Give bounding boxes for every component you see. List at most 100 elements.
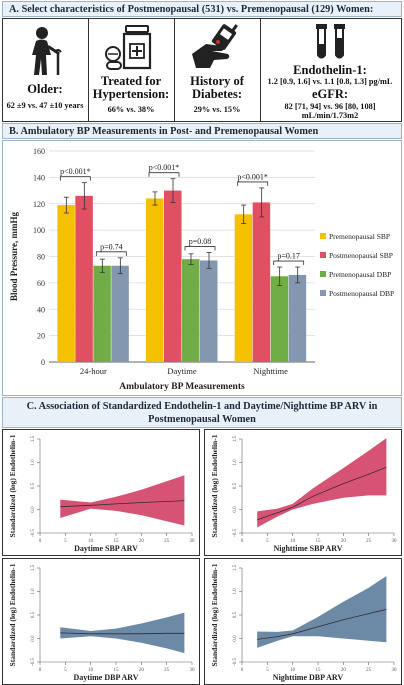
- x-axis-label: Nighttime DBP ARV: [273, 673, 344, 682]
- bar: [75, 195, 93, 362]
- legend-swatch: [320, 233, 326, 239]
- legend-swatch: [320, 252, 326, 258]
- diabetes-detail: 29% vs. 15%: [193, 105, 241, 114]
- x-axis-label: Daytime DBP ARV: [73, 673, 138, 682]
- bar: [164, 190, 182, 362]
- y-tick-label: 0.0: [233, 635, 238, 642]
- x-tick-label: 5: [64, 668, 67, 673]
- hypertension-heading-line2: Hypertension:: [92, 87, 170, 101]
- x-axis-label: Daytime SBP ARV: [74, 544, 138, 553]
- confidence-band: [60, 612, 185, 654]
- y-tick-label: 0.0: [31, 635, 36, 642]
- x-tick-label: 15: [114, 668, 120, 673]
- legend-swatch: [320, 290, 326, 296]
- x-tick-label: 25: [164, 539, 170, 544]
- bar: [252, 202, 271, 362]
- confidence-band: [257, 576, 387, 648]
- significance-bracket: [273, 260, 305, 266]
- x-tick-label: 5: [266, 668, 269, 673]
- endothelin-detail: 1.2 [0.9, 1.6] vs. 1.1 [0.8, 1.3] pg/mL: [267, 77, 393, 86]
- x-tick-label: 0: [241, 668, 244, 673]
- x-tick-label: Daytime: [167, 366, 196, 376]
- egfr-detail-line2: mL/min/1.73m2: [301, 111, 359, 120]
- medication-icon: [105, 25, 152, 70]
- x-tick-label: 0: [241, 539, 244, 544]
- age-cell: Older: 62 ±9 vs. 47 ±10 years: [3, 19, 89, 121]
- y-tick-label: -0.5: [233, 658, 238, 666]
- y-tick-label: 0: [41, 358, 45, 367]
- bar: [57, 205, 75, 362]
- y-tick-label: 0.5: [31, 482, 36, 489]
- x-tick-label: 30: [392, 668, 398, 673]
- section-c-title-line1: C. Association of Standardized Endotheli…: [26, 401, 378, 412]
- diabetes-cell: History of Diabetes: 29% vs. 15%: [175, 19, 261, 121]
- hypertension-heading-line1: Treated for: [100, 74, 162, 88]
- x-tick-label: 25: [164, 668, 170, 673]
- y-tick-label: 1.5: [31, 564, 36, 571]
- x-tick-label: 20: [139, 539, 145, 544]
- bar: [93, 265, 111, 362]
- fit-line: [257, 466, 387, 521]
- x-tick-label: 15: [316, 668, 322, 673]
- confidence-band: [60, 475, 185, 526]
- arv-plot-panel: -0.5 0.0 0.5 1.0 1.5 0 5 10 15 20 25 30 Standardized…: [204, 429, 402, 556]
- p-value-label: p<0.001*: [60, 167, 91, 176]
- characteristics-panel: Older: 62 ±9 vs. 47 ±10 years Treated fo…: [2, 18, 402, 122]
- x-tick-label: 15: [114, 539, 120, 544]
- y-tick-label: 0.0: [233, 506, 238, 513]
- bar: [270, 276, 289, 362]
- arv-panels: -0.5 0.0 0.5 1.0 1.5 0 5 10 15 20 25 30 Standardized…: [2, 429, 402, 685]
- significance-bracket: [148, 172, 180, 177]
- y-tick-label: 0.0: [31, 506, 36, 513]
- x-tick-label: 5: [266, 539, 269, 544]
- egfr-detail-line1: 82 [71, 94] vs. 96 [80, 108]: [284, 102, 376, 111]
- bp-bar-chart: 0 20 40 60 80 100 120 140 160 24-hour p<0.001* p=0.…: [9, 147, 394, 392]
- bar: [200, 260, 218, 362]
- p-value-label: p<0.001*: [237, 172, 268, 181]
- legend-label: Premenopausal SBP: [329, 232, 390, 241]
- section-c-title: C. Association of Standardized Endotheli…: [2, 397, 402, 428]
- x-tick-label: 10: [290, 668, 296, 673]
- y-axis-label: Standardized (log) Endothelin-1: [8, 434, 17, 537]
- bar: [288, 274, 307, 362]
- age-heading: Older:: [27, 82, 63, 96]
- y-tick-label: 120: [33, 200, 45, 209]
- y-tick-label: 60: [37, 279, 45, 288]
- fit-line: [60, 500, 185, 508]
- y-tick-label: -0.5: [31, 529, 36, 537]
- x-tick-label: 10: [88, 668, 94, 673]
- significance-bracket: [184, 246, 216, 251]
- arv-plot-panel: -0.5 0.0 0.5 1.0 1.5 0 5 10 15 20 25 30 Standardized…: [2, 558, 200, 685]
- y-tick-label: 1.5: [233, 435, 238, 442]
- fit-line: [257, 609, 387, 640]
- legend-label: Postmenopausal DBP: [329, 289, 394, 298]
- y-tick-label: 20: [37, 332, 45, 341]
- x-tick-label: 15: [316, 539, 322, 544]
- x-tick-label: 30: [392, 539, 398, 544]
- y-axis-label: Blood Pressure, mmHg: [9, 212, 19, 301]
- section-b-title: B. Ambulatory BP Measurements in Post- a…: [2, 123, 402, 139]
- hypertension-detail: 66% vs. 38%: [107, 105, 155, 114]
- y-tick-label: 140: [33, 173, 45, 182]
- diabetes-heading-line2: Diabetes:: [192, 87, 242, 101]
- y-tick-label: 160: [33, 147, 45, 156]
- x-axis-label: Ambulatory BP Measurements: [119, 382, 245, 392]
- x-tick-label: 20: [341, 668, 347, 673]
- significance-bracket: [59, 176, 91, 181]
- y-tick-label: 0.5: [233, 611, 238, 618]
- x-tick-label: 5: [64, 539, 67, 544]
- legend-label: Postmenopausal SBP: [329, 251, 393, 260]
- x-axis-label: Nighttime SBP ARV: [273, 544, 342, 553]
- labs-cell: Endothelin-1: 1.2 [0.9, 1.6] vs. 1.1 [0.…: [261, 19, 401, 121]
- y-tick-label: 1.0: [31, 588, 36, 595]
- y-tick-label: 80: [37, 253, 45, 262]
- y-axis-label: Standardized (log) Endothelin-1: [210, 563, 219, 666]
- x-tick-label: 25: [366, 539, 372, 544]
- y-tick-label: 0.5: [31, 611, 36, 618]
- y-tick-label: 1.5: [31, 435, 36, 442]
- y-tick-label: 1.0: [233, 588, 238, 595]
- fit-line: [60, 632, 185, 635]
- legend-swatch: [320, 271, 326, 277]
- p-value-label: p=0.08: [189, 237, 212, 246]
- bar: [111, 265, 129, 362]
